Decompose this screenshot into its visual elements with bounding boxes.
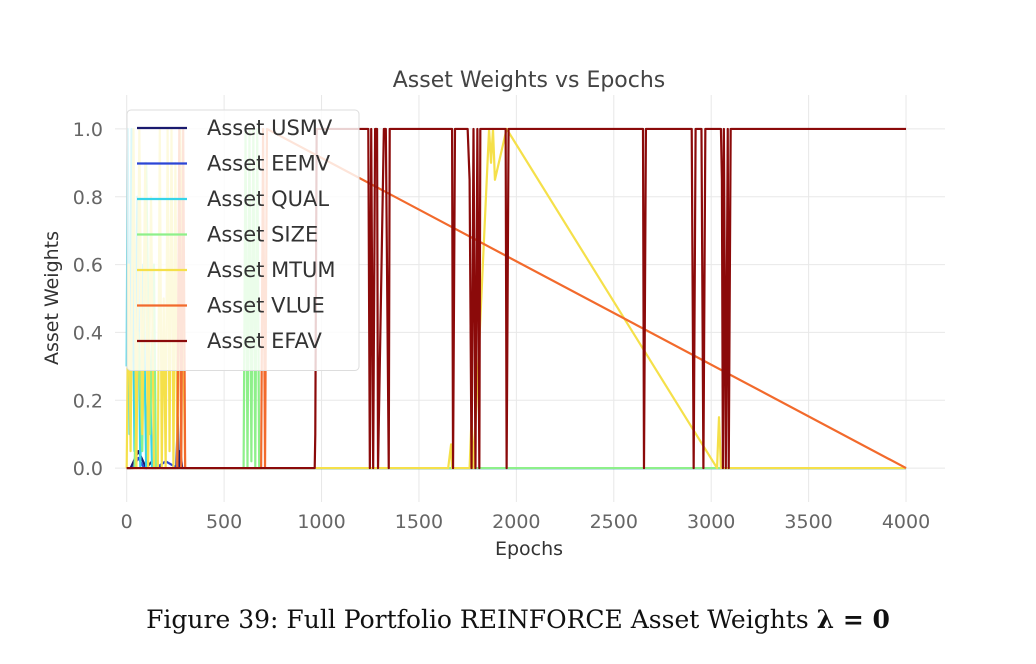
caption-text: Figure 39: Full Portfolio REINFORCE Asse… — [146, 605, 809, 634]
y-tick-label: 0.0 — [73, 458, 103, 480]
x-tick-label: 1000 — [297, 511, 345, 533]
series-line-asset-efav — [126, 127, 907, 470]
x-tick-label: 3000 — [687, 511, 735, 533]
y-tick-label: 0.2 — [73, 390, 103, 412]
legend-label-asset-usmv: Asset USMV — [207, 116, 333, 140]
x-tick-label: 3500 — [784, 511, 832, 533]
x-tick-label: 4000 — [882, 511, 930, 533]
chart-title: Asset Weights vs Epochs — [393, 68, 666, 93]
asset-weights-chart: 0 500 1000 1500 2000 2500 3000 3500 4000 0.0 0.2 0.… — [41, 68, 945, 560]
legend-label-asset-mtum: Asset MTUM — [207, 258, 336, 282]
y-tick-label: 1.0 — [73, 119, 103, 141]
y-tick-label: 0.6 — [73, 255, 103, 277]
legend-label-asset-qual: Asset QUAL — [207, 187, 329, 211]
x-tick-label: 500 — [206, 511, 242, 533]
legend: Asset USMV Asset EEMV Asset QUAL Asset SIZE… — [126, 109, 360, 371]
y-tick-label: 0.4 — [73, 322, 103, 344]
x-tick-label: 0 — [121, 511, 133, 533]
y-tick-label: 0.8 — [73, 187, 103, 209]
figure-caption: Figure 39: Full Portfolio REINFORCE Asse… — [0, 605, 1036, 634]
x-tick-label: 2500 — [590, 511, 638, 533]
x-axis-label: Epochs — [495, 538, 563, 560]
legend-label-asset-eemv: Asset EEMV — [207, 152, 331, 176]
x-tick-label: 2000 — [492, 511, 540, 533]
y-axis-label: Asset Weights — [41, 231, 63, 365]
legend-label-asset-size: Asset SIZE — [207, 223, 318, 247]
tick-labels: 0 500 1000 1500 2000 2500 3000 3500 4000 0.0 0.2 0.… — [73, 119, 930, 533]
x-tick-label: 1500 — [395, 511, 443, 533]
caption-math: λ = 0 — [816, 605, 890, 634]
legend-label-asset-efav: Asset EFAV — [207, 329, 323, 353]
legend-label-asset-vlue: Asset VLUE — [207, 294, 325, 318]
